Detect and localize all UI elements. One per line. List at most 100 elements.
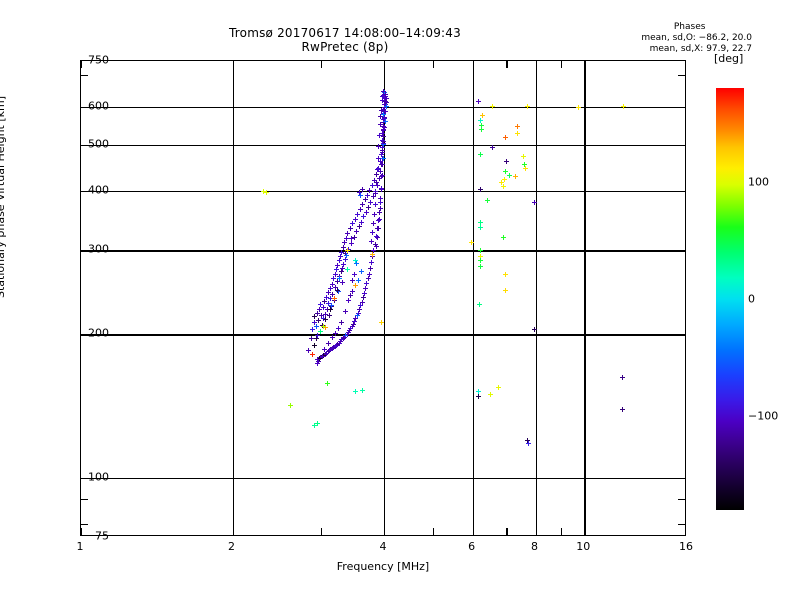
- x-axis-tick: [81, 528, 83, 535]
- data-point: [378, 113, 384, 119]
- data-point: [310, 327, 316, 333]
- data-point: [478, 254, 484, 259]
- data-point: [331, 296, 337, 302]
- data-point: [351, 235, 357, 241]
- data-point: [383, 95, 389, 101]
- data-point: [316, 356, 322, 362]
- data-point: [331, 345, 337, 351]
- data-point: [370, 254, 376, 259]
- data-point: [314, 310, 320, 316]
- data-point: [326, 340, 332, 346]
- data-point: [352, 388, 358, 394]
- y-axis-title: Stationary phase Virtual Height [km]: [0, 95, 7, 298]
- data-point: [354, 229, 360, 235]
- phase-stats-annotation: Phases mean, sd,O: −86.2, 20.0 mean, sd,…: [641, 22, 752, 55]
- data-point: [372, 201, 378, 207]
- data-point: [379, 155, 385, 161]
- data-point: [347, 328, 353, 334]
- data-point: [327, 306, 333, 312]
- y-axis-tick: [678, 523, 685, 525]
- y-axis-tick-label: 300: [88, 242, 109, 256]
- data-point: [287, 403, 293, 409]
- data-point: [350, 221, 356, 227]
- data-point: [380, 137, 386, 143]
- data-point: [336, 258, 342, 264]
- data-point: [374, 179, 380, 185]
- data-point: [323, 325, 329, 331]
- data-point: [334, 278, 340, 284]
- data-point: [380, 156, 386, 162]
- x-axis-tick: [81, 61, 83, 68]
- data-point: [333, 285, 339, 291]
- data-point: [476, 394, 482, 400]
- data-point: [335, 262, 341, 268]
- data-point: [364, 281, 370, 287]
- x-axis-tick-label: 2: [228, 540, 235, 553]
- data-point: [313, 324, 319, 330]
- colorbar-tick-label: 100: [748, 175, 769, 189]
- data-point: [337, 254, 343, 259]
- data-point: [324, 350, 330, 356]
- data-point: [350, 289, 356, 295]
- y-axis-tick: [678, 499, 685, 501]
- data-point: [375, 226, 381, 232]
- data-point: [343, 252, 349, 258]
- y-axis-tick-label: 200: [88, 326, 109, 340]
- data-point: [325, 349, 331, 355]
- data-point: [335, 341, 341, 347]
- x-axis-tick: [384, 61, 386, 68]
- data-point: [364, 192, 370, 198]
- stats-o-mode: mean, sd,O: −86.2, 20.0: [641, 33, 752, 43]
- data-point: [379, 97, 385, 103]
- data-point: [620, 374, 626, 380]
- x-axis-tick: [432, 61, 434, 68]
- data-point: [502, 271, 508, 277]
- data-point: [340, 245, 346, 250]
- data-point: [316, 358, 322, 364]
- data-point: [376, 216, 382, 222]
- y-axis-tick: [81, 144, 88, 146]
- y-axis-tick: [678, 107, 685, 109]
- data-point: [324, 294, 330, 300]
- data-point: [359, 299, 365, 305]
- gridline-horizontal: [81, 334, 685, 336]
- data-point: [367, 187, 373, 193]
- data-point: [315, 357, 321, 363]
- data-point: [368, 199, 374, 205]
- data-point: [380, 127, 386, 133]
- data-point: [372, 241, 378, 247]
- data-point: [378, 152, 384, 158]
- data-point: [475, 388, 481, 394]
- data-point: [337, 276, 343, 282]
- data-point: [354, 313, 360, 319]
- data-point: [381, 106, 387, 112]
- y-axis-tick: [678, 334, 685, 336]
- data-point: [335, 289, 341, 295]
- data-point: [357, 306, 363, 312]
- data-point: [374, 244, 380, 250]
- data-point: [361, 291, 367, 297]
- x-axis-tick: [472, 61, 474, 68]
- data-point: [379, 144, 385, 150]
- data-point: [344, 267, 350, 273]
- stats-x-mode: mean, sd,X: 97.9, 22.7: [649, 44, 752, 54]
- data-point: [369, 259, 375, 265]
- y-axis-tick: [678, 144, 685, 146]
- data-point: [343, 333, 349, 339]
- data-point: [347, 292, 353, 298]
- data-point: [321, 316, 327, 322]
- data-point: [348, 326, 354, 332]
- data-point: [369, 182, 375, 188]
- data-point: [342, 308, 348, 314]
- gridline-vertical: [232, 61, 234, 535]
- data-point: [575, 105, 581, 111]
- data-point: [322, 347, 328, 353]
- data-point: [341, 261, 347, 267]
- data-point: [261, 188, 267, 194]
- data-point: [380, 130, 386, 136]
- data-point: [338, 268, 344, 274]
- gridline-horizontal: [81, 190, 685, 193]
- data-point: [331, 276, 337, 282]
- x-axis-tick-label: 4: [379, 540, 387, 553]
- data-point: [352, 282, 358, 288]
